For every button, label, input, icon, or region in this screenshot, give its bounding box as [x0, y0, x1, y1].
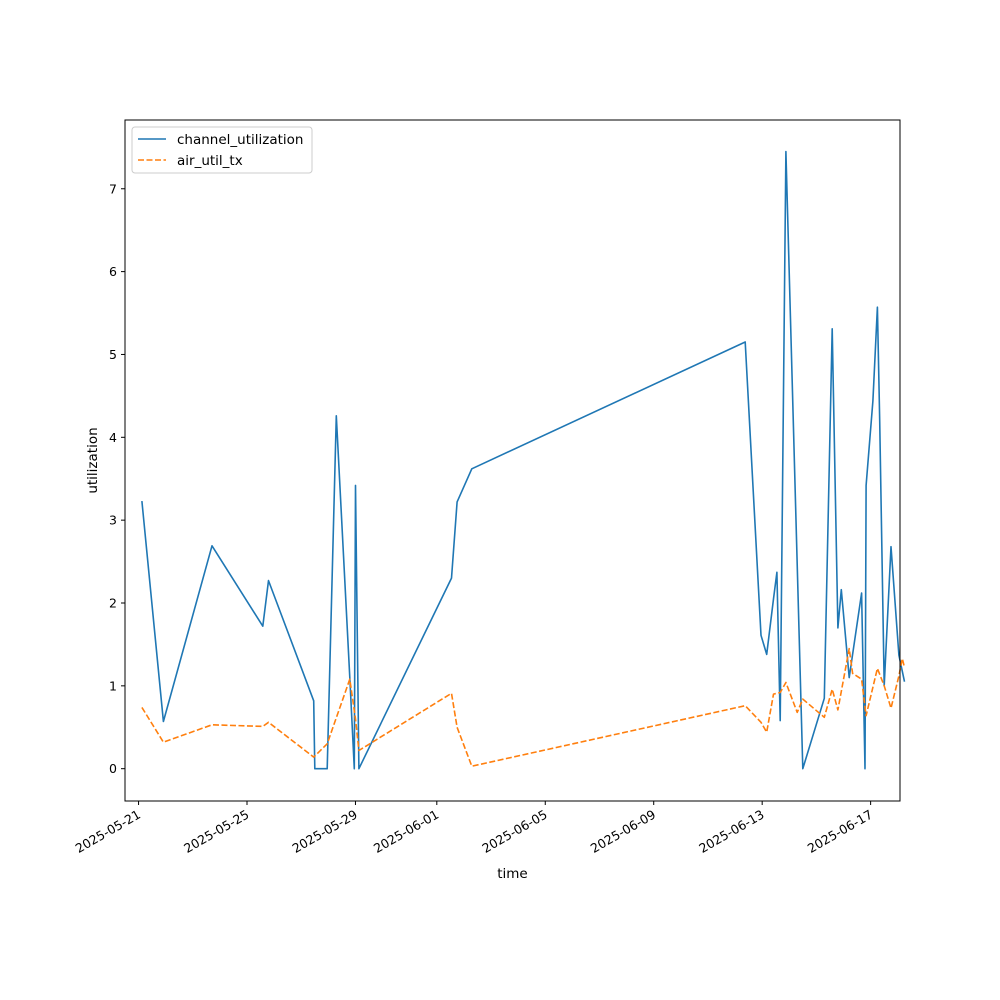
- y-tick-label: 2: [109, 595, 117, 610]
- y-tick-label: 1: [109, 678, 117, 693]
- x-axis-title: time: [497, 866, 528, 882]
- y-tick-label: 3: [109, 513, 117, 528]
- legend-box: [131, 126, 313, 174]
- legend-label: air_util_tx: [177, 153, 243, 169]
- plot-area: [125, 120, 900, 801]
- y-tick-label: 4: [109, 430, 117, 445]
- legend-label: channel_utilization: [177, 132, 304, 148]
- y-axis: 0 1 2 3 4 5 6 7: [109, 181, 125, 776]
- series-line-channel-utilization: [141, 150, 906, 770]
- y-tick-label: 0: [109, 761, 117, 776]
- series-line-air-util-tx: [141, 647, 906, 767]
- y-tick-label: 5: [109, 347, 117, 362]
- plot-frame: [124, 119, 901, 802]
- legend: channel_utilization air_util_tx: [131, 126, 313, 174]
- series-layer: [141, 150, 906, 770]
- y-axis-title: utilization: [85, 427, 101, 493]
- y-tick-label: 6: [109, 264, 117, 279]
- y-tick-label: 7: [109, 181, 117, 196]
